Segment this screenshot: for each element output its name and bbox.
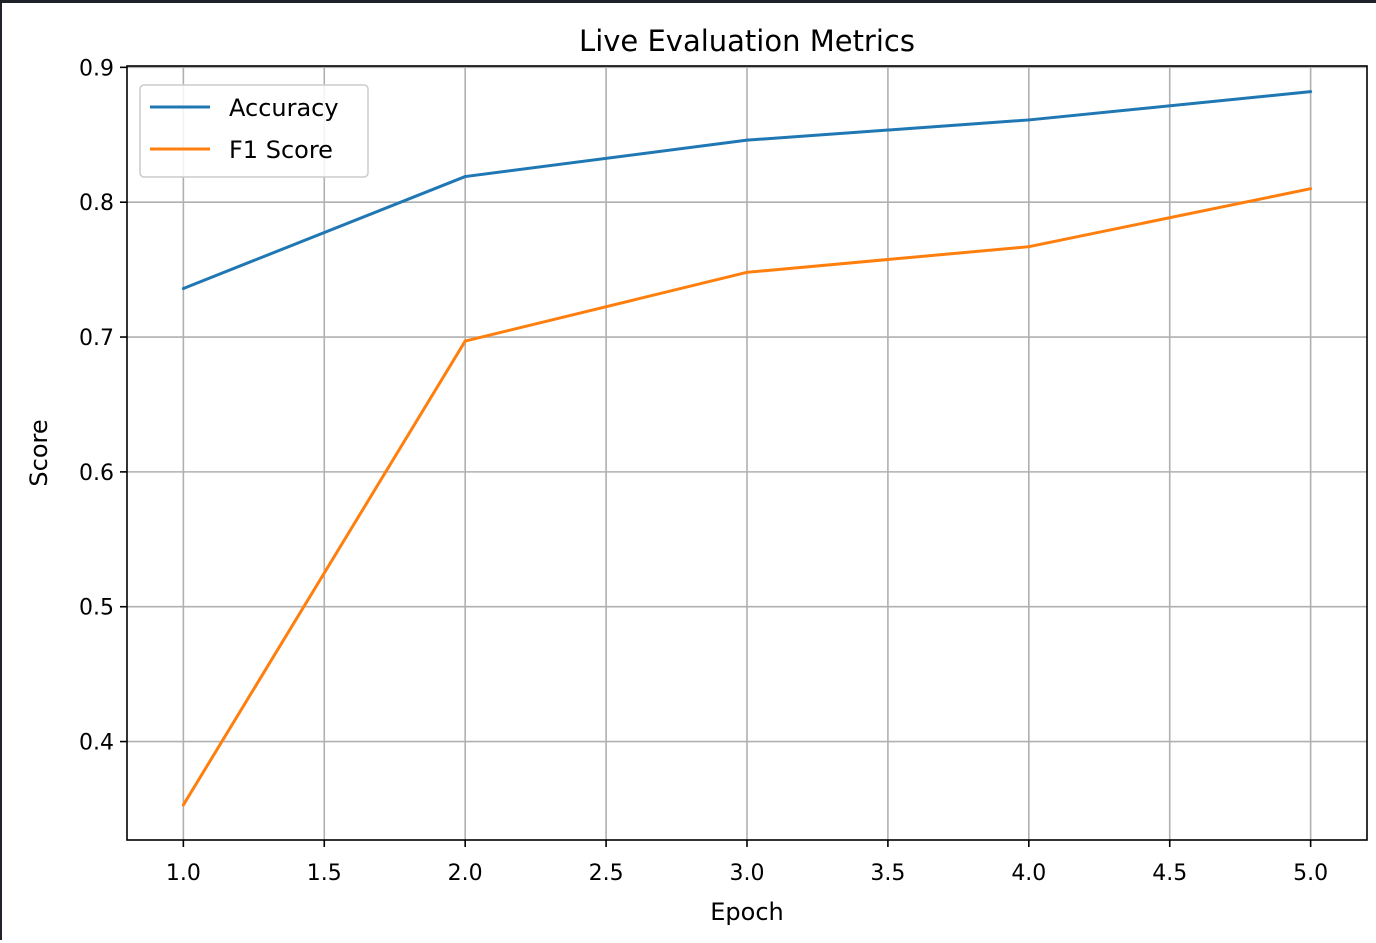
data-point-accuracy (181, 286, 185, 290)
x-axis-title: Epoch (710, 898, 784, 926)
legend-label-f1-score: F1 Score (229, 136, 333, 164)
line-chart: 1.0 1.5 2.0 2.5 3.0 3.5 4.0 4.5 5.0 0.4 0.5 0.6 0.7 0… (25, 24, 1368, 926)
data-point-f1-score (1027, 245, 1031, 249)
y-tick-label: 0.7 (79, 326, 114, 351)
x-tick-label: 2.0 (448, 861, 483, 886)
data-point-f1-score (745, 270, 749, 274)
data-point-accuracy (745, 138, 749, 142)
x-tick-label: 1.0 (166, 861, 201, 886)
y-tick-label: 0.6 (79, 461, 114, 486)
chart-title: Live Evaluation Metrics (579, 24, 915, 58)
data-point-f1-score (181, 803, 185, 807)
series-lines (181, 90, 1313, 807)
x-tick-label: 3.0 (730, 861, 765, 886)
y-tick-label: 0.9 (79, 56, 114, 81)
axis-ticks: 1.0 1.5 2.0 2.5 3.0 3.5 4.0 4.5 5.0 0.4 0.5 0.6 0.7 0… (79, 56, 1328, 886)
y-tick-label: 0.8 (79, 191, 114, 216)
x-tick-label: 4.5 (1152, 861, 1187, 886)
data-point-f1-score (1309, 187, 1313, 191)
x-tick-label: 5.0 (1293, 861, 1328, 886)
data-point-accuracy (1027, 118, 1031, 122)
x-tick-label: 2.5 (589, 861, 624, 886)
grid-lines (127, 66, 1367, 840)
y-tick-label: 0.5 (79, 596, 114, 621)
x-tick-label: 1.5 (307, 861, 342, 886)
legend-label-accuracy: Accuracy (229, 94, 339, 122)
data-point-f1-score (463, 339, 467, 343)
y-tick-label: 0.4 (79, 731, 114, 756)
y-axis-title: Score (25, 419, 53, 486)
x-tick-label: 4.0 (1011, 861, 1046, 886)
legend: Accuracy F1 Score (139, 84, 369, 178)
data-point-accuracy (1309, 90, 1313, 94)
x-tick-label: 3.5 (870, 861, 905, 886)
data-point-accuracy (463, 175, 467, 179)
